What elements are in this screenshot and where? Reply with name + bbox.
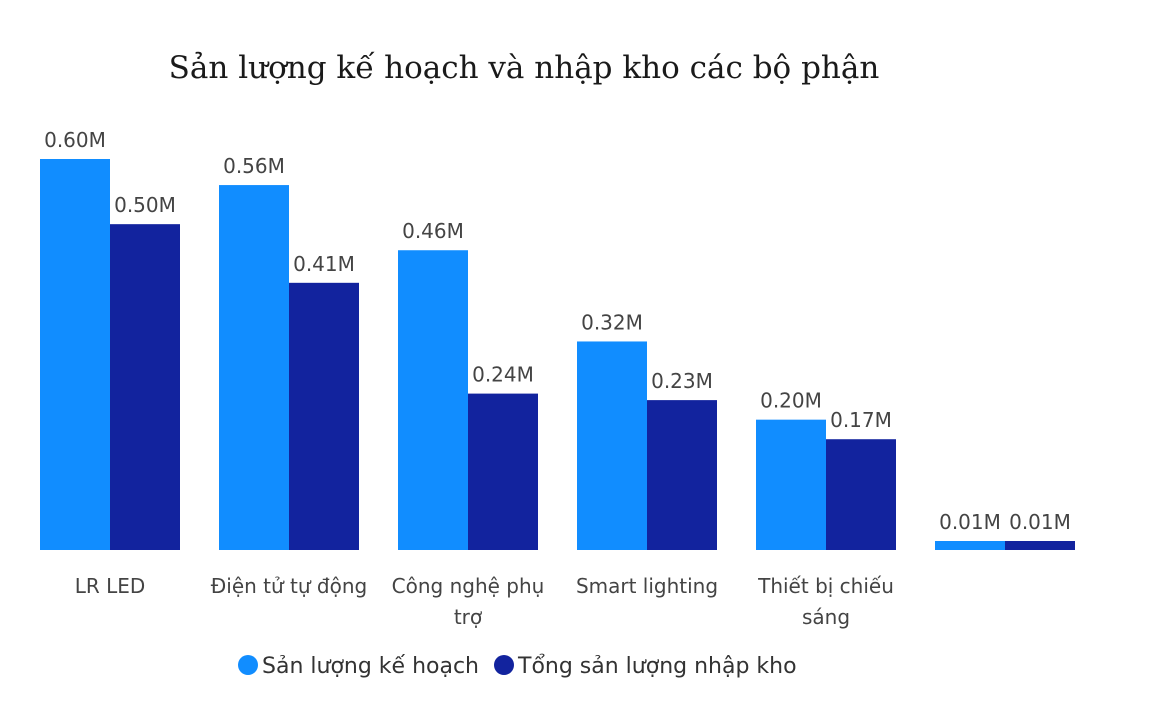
bar-nhap-kho-2[interactable] — [468, 393, 538, 550]
x-tick-label: sáng — [802, 605, 850, 629]
data-label: 0.24M — [472, 363, 534, 387]
bar-ke-hoach-4[interactable] — [756, 419, 826, 550]
legend-label: Tổng sản lượng nhập kho — [517, 654, 797, 679]
bar-ke-hoach-0[interactable] — [40, 159, 110, 550]
data-label: 0.41M — [293, 252, 355, 276]
data-label: 0.56M — [223, 154, 285, 178]
data-label: 0.46M — [402, 219, 464, 243]
x-tick-label: Công nghệ phụ — [392, 574, 545, 598]
x-tick-label: Smart lighting — [576, 574, 718, 598]
bar-ke-hoach-2[interactable] — [398, 250, 468, 550]
x-tick-label: Điện tử tự động — [211, 574, 367, 598]
bar-nhap-kho-3[interactable] — [647, 400, 717, 550]
bars-group — [40, 159, 1075, 551]
bar-nhap-kho-5[interactable] — [1005, 541, 1075, 550]
x-tick-label: Thiết bị chiếu — [757, 574, 894, 598]
bar-ke-hoach-3[interactable] — [577, 341, 647, 550]
x-axis-tick-labels: LR LED Điện tử tự động Công nghệ phụ trợ Sma… — [75, 574, 894, 629]
data-label: 0.20M — [760, 389, 822, 413]
legend-marker — [494, 655, 514, 675]
data-label: 0.17M — [830, 408, 892, 432]
legend-label: Sản lượng kế hoạch — [262, 654, 479, 679]
legend[interactable]: Sản lượng kế hoạch Tổng sản lượng nhập kh… — [238, 654, 797, 679]
bar-nhap-kho-4[interactable] — [826, 439, 896, 550]
legend-item-nhap-kho[interactable]: Tổng sản lượng nhập kho — [494, 654, 797, 679]
data-label: 0.60M — [44, 128, 106, 152]
data-label: 0.23M — [651, 369, 713, 393]
x-tick-label: trợ — [454, 605, 483, 629]
chart-title: Sản lượng kế hoạch và nhập kho các bộ ph… — [169, 50, 880, 86]
legend-marker — [238, 655, 258, 675]
data-label: 0.01M — [1009, 510, 1071, 534]
bar-ke-hoach-5[interactable] — [935, 541, 1005, 550]
data-labels-group: 0.60M 0.50M 0.56M 0.41M 0.46M 0.24M 0.32M 0.23M… — [44, 128, 1071, 534]
x-tick-label: LR LED — [75, 574, 146, 598]
bar-ke-hoach-1[interactable] — [219, 185, 289, 551]
data-label: 0.32M — [581, 310, 643, 334]
legend-item-ke-hoach[interactable]: Sản lượng kế hoạch — [238, 654, 479, 679]
data-label: 0.50M — [114, 193, 176, 217]
bar-nhap-kho-1[interactable] — [289, 282, 359, 550]
data-label: 0.01M — [939, 510, 1001, 534]
bar-nhap-kho-0[interactable] — [110, 224, 180, 550]
